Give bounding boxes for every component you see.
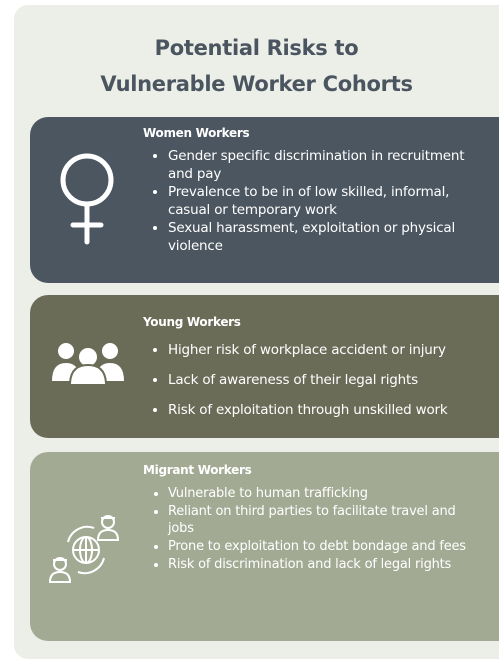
migrant-icon xyxy=(48,515,120,583)
list-item: Risk of discrimination and lack of legal… xyxy=(168,556,468,573)
section: Women Workers Gender specific discrimina… xyxy=(30,117,499,283)
list-item: Sexual harassment, exploitation or physi… xyxy=(168,219,468,255)
section: Migrant Workers Vulnerable to human traf… xyxy=(30,452,499,641)
title-line: Potential Risks to xyxy=(154,36,359,60)
female-icon xyxy=(60,153,114,245)
list-item: Lack of awareness of their legal rights xyxy=(168,371,498,389)
list: Gender specific discrimination in recrui… xyxy=(150,147,468,255)
section-heading: Migrant Workers xyxy=(143,463,252,477)
title: Potential Risks to Vulnerable Worker Coh… xyxy=(14,30,499,102)
section-heading: Young Workers xyxy=(143,315,241,329)
list: Higher risk of workplace accident or inj… xyxy=(150,341,498,431)
list-item: Reliant on third parties to facilitate t… xyxy=(168,503,468,537)
list: Vulnerable to human trafficking Reliant … xyxy=(150,485,468,574)
section-heading: Women Workers xyxy=(143,126,250,140)
section: Young Workers Higher risk of workplace a… xyxy=(30,295,499,438)
list-item: Gender specific discrimination in recrui… xyxy=(168,147,468,183)
title-line: Vulnerable Worker Cohorts xyxy=(100,72,413,96)
list-item: Prone to exploitation to debt bondage an… xyxy=(168,538,468,555)
group-icon xyxy=(52,343,124,386)
list-item: Prevalence to be in of low skilled, info… xyxy=(168,183,468,219)
list-item: Higher risk of workplace accident or inj… xyxy=(168,341,498,359)
list-item: Risk of exploitation through unskilled w… xyxy=(168,401,498,419)
list-item: Vulnerable to human trafficking xyxy=(168,485,468,502)
